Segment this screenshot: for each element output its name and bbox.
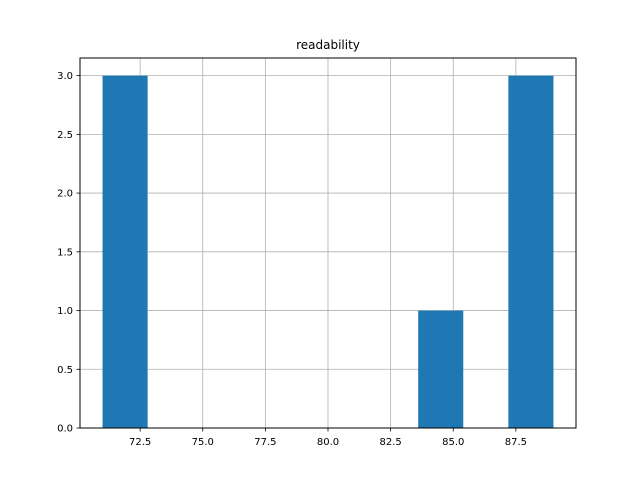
y-axis-ticks: 0.0 0.5 1.0 1.5 2.0 2.5 3.0 bbox=[57, 71, 80, 435]
y-tick-label: 1.5 bbox=[57, 247, 73, 258]
bars bbox=[102, 75, 554, 428]
y-tick-label: 0.0 bbox=[57, 424, 73, 435]
x-tick-label: 75.0 bbox=[192, 437, 214, 448]
histogram-bar bbox=[418, 310, 464, 428]
y-tick-label: 1.0 bbox=[57, 306, 73, 317]
x-tick-label: 87.5 bbox=[505, 437, 527, 448]
y-tick-label: 2.5 bbox=[57, 130, 73, 141]
x-tick-label: 82.5 bbox=[379, 437, 401, 448]
x-tick-label: 80.0 bbox=[317, 437, 339, 448]
histogram-bar bbox=[508, 75, 554, 428]
y-tick-label: 0.5 bbox=[57, 365, 73, 376]
x-axis-ticks: 72.5 75.0 77.5 80.0 82.5 85.0 87.5 bbox=[129, 428, 527, 448]
histogram-bar bbox=[102, 75, 148, 428]
x-tick-label: 77.5 bbox=[254, 437, 276, 448]
chart-title: readability bbox=[296, 38, 360, 52]
x-tick-label: 72.5 bbox=[129, 437, 151, 448]
y-tick-label: 2.0 bbox=[57, 189, 73, 200]
x-tick-label: 85.0 bbox=[442, 437, 464, 448]
y-tick-label: 3.0 bbox=[57, 71, 73, 82]
